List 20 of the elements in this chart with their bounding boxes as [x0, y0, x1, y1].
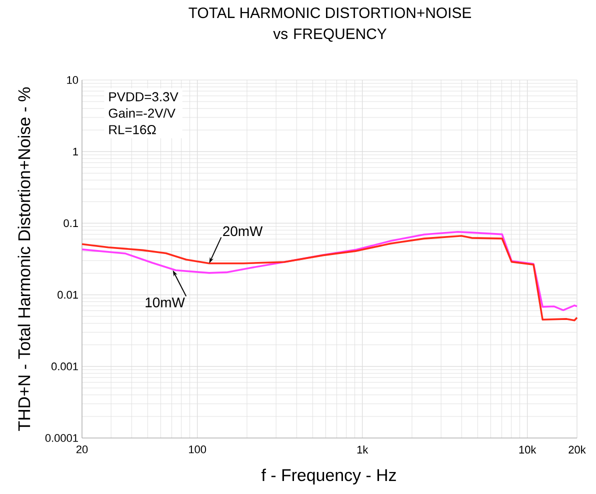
x-tick-label: 20: [76, 446, 88, 454]
x-tick-label: 10k: [519, 446, 536, 454]
y-tick-label: 0.001: [51, 362, 78, 370]
x-tick-label: 20k: [568, 446, 586, 454]
annotation: Gain=-2V/V: [108, 108, 176, 118]
y-tick-label: 0.0001: [45, 434, 78, 442]
annotation: 10mW: [146, 297, 185, 308]
x-axis-title: f - Frequency - Hz: [261, 468, 396, 484]
y-tick-label: 10: [67, 76, 78, 84]
y-axis-title: THD+N - Total Harmonic Distortion+Noise - %: [18, 87, 30, 431]
y-tick-label: 1: [73, 148, 78, 156]
annotation: 20mW: [223, 226, 263, 236]
y-tick-label: 0.01: [58, 290, 78, 299]
annotation: PVDD=3.3V: [109, 92, 178, 102]
chart-subtitle: vs FREQUENCY: [273, 28, 387, 42]
annotation: RL=16Ω: [109, 125, 156, 134]
x-tick-label: 1k: [357, 446, 368, 454]
x-tick-label: 100: [189, 446, 206, 454]
chart-title: TOTAL HARMONIC DISTORTION+NOISE: [188, 8, 472, 18]
y-tick-label: 0.1: [64, 219, 78, 228]
